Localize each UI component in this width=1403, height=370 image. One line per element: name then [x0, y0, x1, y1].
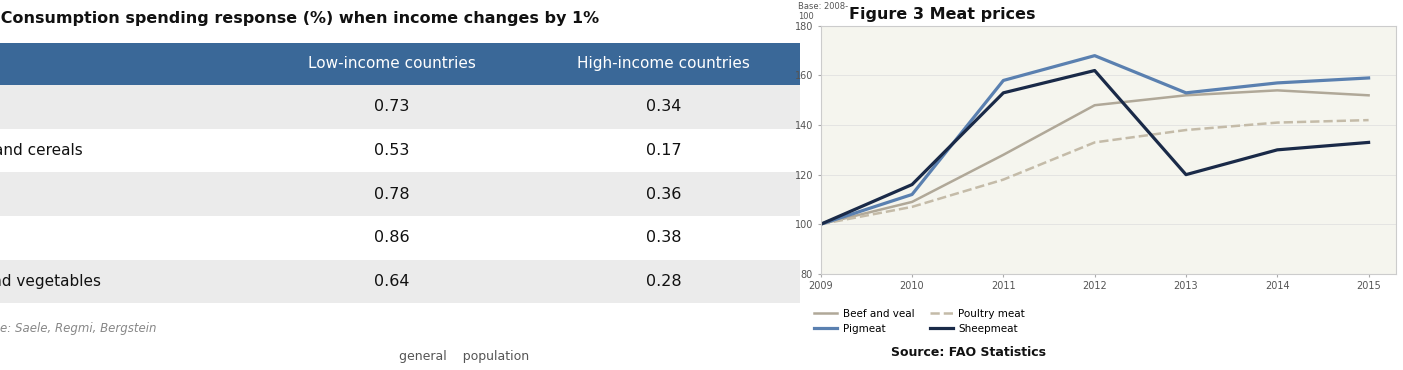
Sheepmeat: [812, 222, 829, 226]
Pigmeat: [1086, 53, 1103, 58]
Text: 0.64: 0.64: [375, 274, 410, 289]
Poultry meat: [904, 205, 920, 209]
Pigmeat: [812, 222, 829, 226]
Line: Poultry meat: Poultry meat: [821, 120, 1368, 224]
Text: 0.36: 0.36: [645, 187, 682, 202]
Pigmeat: [1177, 91, 1194, 95]
Pigmeat: [995, 78, 1012, 83]
Text: general    population: general population: [398, 350, 529, 363]
Poultry meat: [1086, 140, 1103, 145]
Poultry meat: [1268, 120, 1285, 125]
Text: 0.78: 0.78: [375, 187, 410, 202]
Bar: [0, 216, 800, 260]
Text: 0.34: 0.34: [645, 100, 682, 114]
Bar: [0, 129, 800, 172]
Beef and veal: [995, 152, 1012, 157]
Sheepmeat: [995, 91, 1012, 95]
Bar: [0, 260, 800, 303]
Text: 0.73: 0.73: [375, 100, 410, 114]
Text: Base: 2008-
100: Base: 2008- 100: [798, 2, 847, 21]
Poultry meat: [1177, 128, 1194, 132]
Beef and veal: [1268, 88, 1285, 92]
Sheepmeat: [904, 182, 920, 187]
Text: Bread and cereals: Bread and cereals: [0, 143, 83, 158]
Sheepmeat: [1360, 140, 1376, 145]
Text: High-income countries: High-income countries: [577, 56, 751, 71]
Text: 0.17: 0.17: [645, 143, 682, 158]
Line: Pigmeat: Pigmeat: [821, 56, 1368, 224]
Text: Fruit and vegetables: Fruit and vegetables: [0, 274, 101, 289]
Text: Source: FAO Statistics: Source: FAO Statistics: [891, 346, 1045, 359]
Sheepmeat: [1086, 68, 1103, 73]
Text: 0.28: 0.28: [645, 274, 682, 289]
Text: 0.86: 0.86: [375, 231, 410, 245]
Text: Low-income countries: Low-income countries: [307, 56, 476, 71]
Sheepmeat: [1268, 148, 1285, 152]
Poultry meat: [1360, 118, 1376, 122]
Legend: Beef and veal, Pigmeat, Poultry meat, Sheepmeat: Beef and veal, Pigmeat, Poultry meat, Sh…: [815, 309, 1024, 334]
Text: e: Saele, Regmi, Bergstein: e: Saele, Regmi, Bergstein: [0, 322, 157, 335]
Line: Beef and veal: Beef and veal: [821, 90, 1368, 224]
Poultry meat: [995, 177, 1012, 182]
Beef and veal: [904, 200, 920, 204]
Text: 0.38: 0.38: [645, 231, 682, 245]
Sheepmeat: [1177, 172, 1194, 177]
Bar: [0, 172, 800, 216]
Bar: [0, 43, 800, 85]
Text: 0.53: 0.53: [375, 143, 410, 158]
Beef and veal: [1177, 93, 1194, 98]
Text: 2 Consumption spending response (%) when income changes by 1%: 2 Consumption spending response (%) when…: [0, 11, 599, 26]
Line: Sheepmeat: Sheepmeat: [821, 71, 1368, 224]
Pigmeat: [1268, 81, 1285, 85]
Beef and veal: [1360, 93, 1376, 98]
Pigmeat: [1360, 76, 1376, 80]
Beef and veal: [812, 222, 829, 226]
Beef and veal: [1086, 103, 1103, 107]
Poultry meat: [812, 222, 829, 226]
Pigmeat: [904, 192, 920, 197]
Bar: [0, 85, 800, 129]
Text: Figure 3 Meat prices: Figure 3 Meat prices: [849, 7, 1035, 23]
